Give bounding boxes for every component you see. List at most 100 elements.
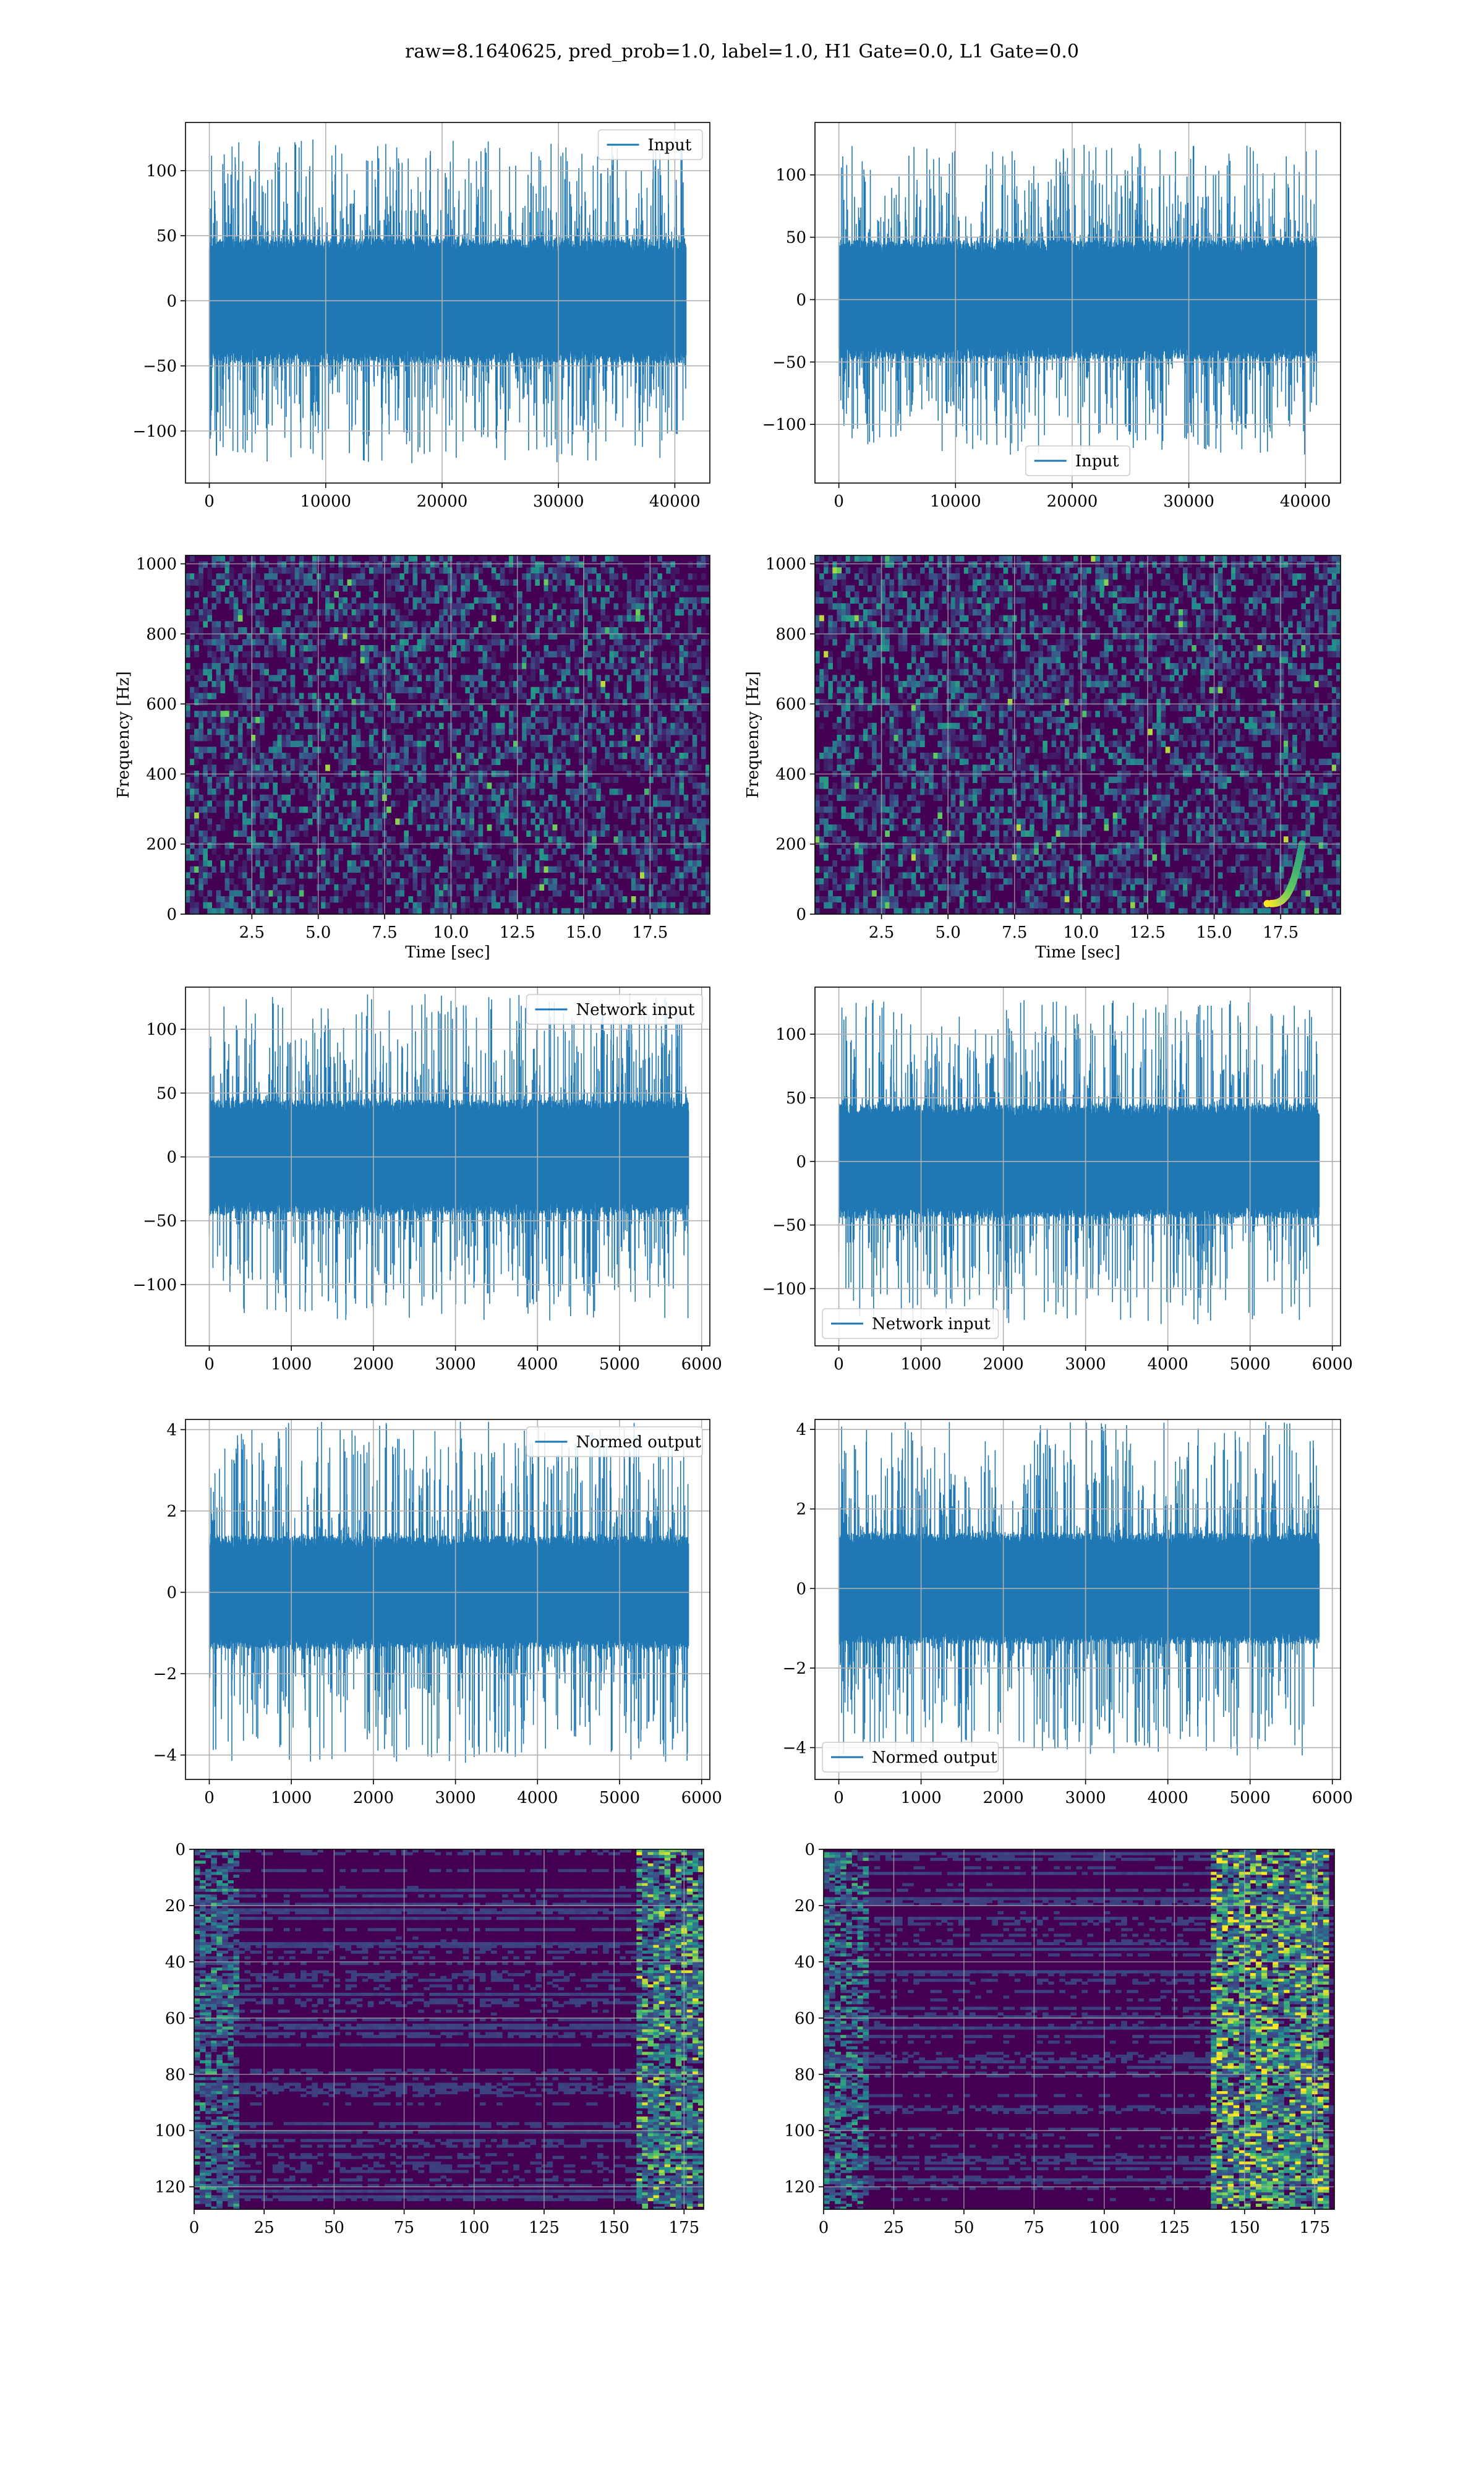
y-tick-label: 100 xyxy=(775,1025,806,1044)
y-tick-label: 4 xyxy=(166,1421,177,1439)
x-tick-label: 40000 xyxy=(649,492,701,511)
y-tick-label: 50 xyxy=(156,1084,177,1103)
x-tick-label: 25 xyxy=(884,2219,904,2237)
x-tick-label: 1000 xyxy=(271,1355,312,1374)
y-tick-label: 0 xyxy=(166,1583,177,1602)
axes-frame xyxy=(814,1419,1341,1780)
y-tick-label: −4 xyxy=(153,1747,177,1765)
x-tick-label: 10000 xyxy=(930,492,981,511)
x-tick-label: 6000 xyxy=(1312,1355,1353,1374)
y-tick-label: −50 xyxy=(143,357,177,376)
chart-svg: 0 1000 2000 3000 4000 5000 6000 100 50 0 −50 −100 Ne… xyxy=(762,987,1353,1374)
y-tick-label: 0 xyxy=(796,905,806,924)
x-tick-label: 12.5 xyxy=(500,923,535,942)
plot-area xyxy=(815,555,1341,914)
x-tick-label: 3000 xyxy=(1065,1355,1106,1374)
plot-area xyxy=(186,555,710,914)
grid xyxy=(815,987,1341,1346)
legend: Input xyxy=(1025,445,1130,476)
x-tick-label: 3000 xyxy=(435,1789,476,1807)
y-tick-label: 120 xyxy=(784,2178,815,2197)
x-tick-label: 25 xyxy=(254,2219,275,2237)
x-tick-label: 6000 xyxy=(681,1355,722,1374)
x-tick-label: 2.5 xyxy=(869,923,894,942)
y-tick-label: 4 xyxy=(796,1421,806,1439)
panel-raw-l1: 0 10000 20000 30000 40000 100 50 0 −50 −100 Input xyxy=(728,116,1353,539)
y-tick-label: −2 xyxy=(783,1659,806,1678)
x-tick-label: 0 xyxy=(834,1789,844,1807)
y-tick-label: −100 xyxy=(133,1276,177,1295)
x-tick-label: 2000 xyxy=(353,1789,394,1807)
y-axis-label: Frequency [Hz] xyxy=(744,671,762,798)
y-tick-label: −2 xyxy=(153,1665,177,1684)
axes-frame xyxy=(185,987,710,1346)
x-tick-label: 4000 xyxy=(1148,1789,1188,1807)
legend-label: Normed output xyxy=(576,1433,702,1452)
x-axis-label: Time [sec] xyxy=(1035,943,1120,962)
plot-area xyxy=(208,139,687,463)
y-tick-label: 20 xyxy=(795,1897,815,1915)
x-tick-label: 100 xyxy=(459,2219,490,2237)
x-tick-label: 75 xyxy=(394,2219,414,2237)
panel-feat-l1: 0 25 50 75 100 125 150 175 0 20 40 60 80 100 120 xyxy=(737,1841,1347,2265)
axes-frame xyxy=(814,555,1341,915)
x-tick-label: 0 xyxy=(204,1789,215,1807)
x-tick-label: 6000 xyxy=(1312,1789,1353,1807)
panel-spec-l1: 2.5 5.0 7.5 10.0 12.5 15.0 17.5 0 200 400 600 800 10… xyxy=(728,549,1353,970)
y-tick-label: 80 xyxy=(165,2066,186,2084)
x-tick-label: 125 xyxy=(529,2219,560,2237)
axes-frame xyxy=(823,1849,1335,2210)
y-tick-label: 2 xyxy=(796,1500,806,1519)
x-tick-label: 150 xyxy=(599,2219,629,2237)
y-tick-label: −100 xyxy=(762,1280,806,1298)
y-tick-label: −100 xyxy=(762,416,806,434)
y-tick-label: 40 xyxy=(165,1953,186,1972)
x-tick-label: 5000 xyxy=(599,1789,640,1807)
x-tick-label: 10.0 xyxy=(433,923,469,942)
x-tick-label: 1000 xyxy=(271,1789,312,1807)
axes-frame xyxy=(814,122,1341,484)
plot-area xyxy=(194,1849,704,2209)
x-tick-label: 15.0 xyxy=(1196,923,1232,942)
x-tick-label: 17.5 xyxy=(1263,923,1298,942)
x-tick-label: 12.5 xyxy=(1130,923,1166,942)
x-tick-label: 17.5 xyxy=(632,923,668,942)
x-tick-label: 10000 xyxy=(300,492,351,511)
x-tick-label: 150 xyxy=(1229,2219,1260,2237)
x-tick-label: 0 xyxy=(834,1355,844,1374)
x-tick-label: 5000 xyxy=(599,1355,640,1374)
x-tick-label: 0 xyxy=(819,2219,829,2237)
x-tick-label: 0 xyxy=(834,492,844,511)
y-tick-label: 0 xyxy=(796,291,806,309)
chart-svg: 0 1000 2000 3000 4000 5000 6000 100 50 0 −50 −100 Ne… xyxy=(133,987,722,1374)
axes-frame xyxy=(814,987,1341,1346)
y-tick-label: −4 xyxy=(783,1739,806,1758)
x-tick-label: 40000 xyxy=(1280,492,1331,511)
x-tick-label: 1000 xyxy=(901,1355,942,1374)
y-tick-label: 100 xyxy=(784,2122,815,2141)
legend: Network input xyxy=(822,1308,999,1339)
y-axis-label: Frequency [Hz] xyxy=(114,671,133,798)
y-tick-label: 0 xyxy=(175,1841,186,1859)
y-tick-label: 50 xyxy=(786,229,806,247)
x-tick-label: 2000 xyxy=(983,1355,1024,1374)
panel-norm-h1: 0 1000 2000 3000 4000 5000 6000 4 2 0 −2 −4 Normed o… xyxy=(99,1413,722,1835)
panel-spec-h1: 2.5 5.0 7.5 10.0 12.5 15.0 17.5 0 200 400 600 800 10… xyxy=(99,549,722,970)
legend-label: Network input xyxy=(576,1001,695,1019)
x-tick-label: 5.0 xyxy=(936,923,961,942)
y-tick-label: 40 xyxy=(795,1953,815,1972)
x-tick-label: 175 xyxy=(668,2219,699,2237)
x-tick-label: 3000 xyxy=(1065,1789,1106,1807)
x-tick-label: 125 xyxy=(1159,2219,1190,2237)
x-tick-label: 10.0 xyxy=(1063,923,1099,942)
chart-svg: 0 1000 2000 3000 4000 5000 6000 4 2 0 −2 −4 Normed o… xyxy=(783,1419,1353,1807)
x-tick-label: 50 xyxy=(953,2219,974,2237)
heatmap-cells xyxy=(186,555,710,914)
y-tick-label: 0 xyxy=(166,292,177,310)
x-tick-label: 7.5 xyxy=(372,923,397,942)
plot-area xyxy=(824,1849,1334,2209)
x-tick-label: 7.5 xyxy=(1002,923,1027,942)
y-tick-label: −50 xyxy=(143,1212,177,1231)
panel-feat-h1: 0 25 50 75 100 125 150 175 0 20 40 60 80 100 120 xyxy=(108,1841,716,2265)
panel-net-h1: 0 1000 2000 3000 4000 5000 6000 100 50 0 −50 −100 Ne… xyxy=(99,981,722,1402)
